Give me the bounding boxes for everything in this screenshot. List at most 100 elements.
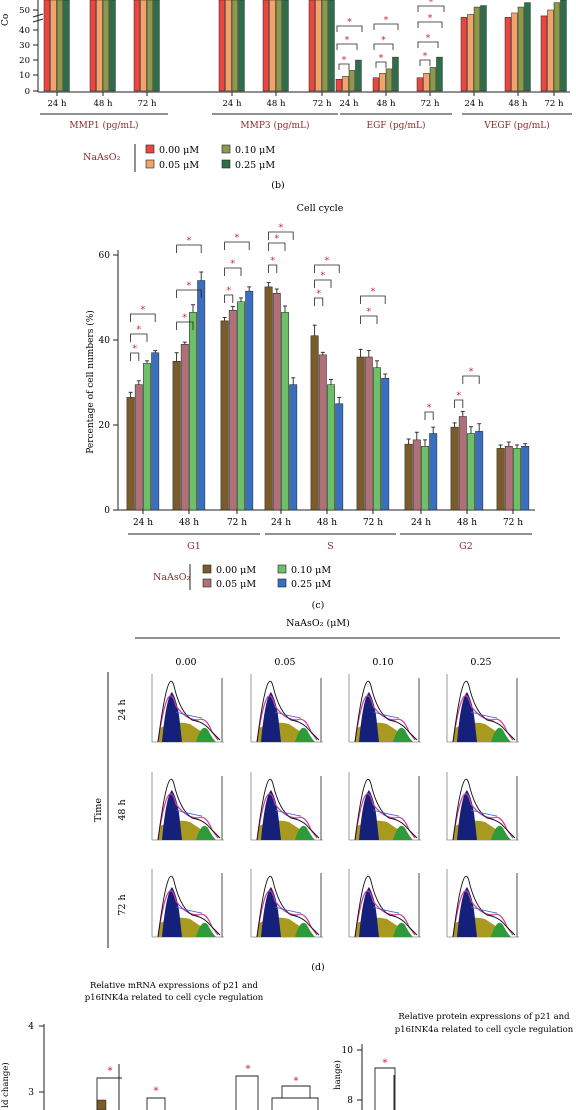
panel-d-row-label-2: 72 h bbox=[117, 894, 128, 915]
histogram-cell bbox=[343, 672, 423, 750]
panel-d-row-label-1: 48 h bbox=[117, 799, 128, 820]
histogram-fit-curve bbox=[157, 793, 219, 841]
panel-c-legend-swatch-0 bbox=[202, 564, 212, 574]
mrna-sig-bracket-c bbox=[235, 1075, 259, 1110]
panel-b-bar bbox=[43, 0, 51, 92]
histogram-g1-peak bbox=[457, 692, 477, 742]
c-sig-star: * bbox=[132, 345, 137, 355]
panel-b-bracket bbox=[417, 21, 443, 28]
panel-b-bar bbox=[511, 12, 518, 92]
c-time-label: 24 h bbox=[411, 518, 431, 528]
panel-c-legend-swatch-1 bbox=[202, 578, 212, 588]
panel-b-bar bbox=[392, 56, 399, 92]
protein-sig: * bbox=[383, 1058, 388, 1069]
c-bar bbox=[467, 433, 475, 511]
panel-b-group-labels: MMP1 (pg/mL) MMP3 (pg/mL) EGF (pg/mL) VEGF … bbox=[40, 113, 572, 131]
panel-b-sig: * bbox=[342, 56, 347, 66]
mrna-sig-bracket-d bbox=[271, 1097, 319, 1110]
panel-b-bracket bbox=[336, 43, 358, 50]
histogram-cell bbox=[343, 867, 423, 945]
histogram-overlay bbox=[175, 906, 203, 914]
c-sig-bracket bbox=[462, 375, 480, 384]
histogram-g1-peak bbox=[162, 887, 182, 937]
c-sig-bracket bbox=[454, 399, 464, 408]
c-sig-star: * bbox=[141, 306, 146, 316]
c-bar bbox=[412, 439, 421, 511]
histogram-g2-peak bbox=[196, 727, 216, 742]
c-sig-bracket bbox=[176, 321, 194, 330]
panel-b-sig: * bbox=[426, 34, 431, 44]
panel-b-ytick-label: 10 bbox=[19, 71, 30, 81]
histogram-g1-peak bbox=[261, 887, 281, 937]
panel-b-time-label: 72 h bbox=[138, 99, 158, 109]
c-bar bbox=[475, 431, 484, 511]
histogram-overlay bbox=[470, 711, 498, 719]
panel-b-axis-break bbox=[32, 13, 44, 23]
panel-d-caption: (d) bbox=[311, 962, 325, 973]
c-bar bbox=[458, 416, 467, 511]
c-ytick-label: 60 bbox=[99, 251, 111, 261]
panel-b-x-labels: 24 h 48 h 72 h 24 h 48 h 72 h 24 h 48 h 72 h 24 h… bbox=[48, 92, 564, 109]
c-bar bbox=[228, 310, 237, 511]
c-bar bbox=[364, 356, 373, 511]
mrna-tick-label-3: 3 bbox=[28, 1088, 34, 1098]
panel-b-caption: (b) bbox=[271, 180, 285, 191]
panel-b-sig: * bbox=[384, 16, 389, 26]
histogram-outline bbox=[256, 875, 320, 938]
histogram-g1-peak bbox=[162, 790, 182, 840]
mrna-title-line1: Relative mRNA expressions of p21 and bbox=[90, 981, 259, 991]
c-ytick-label: 0 bbox=[104, 506, 110, 516]
histogram-overlay bbox=[372, 809, 400, 817]
panel-c-legend-label-2: 0.10 μM bbox=[291, 565, 331, 576]
panel-b-bracket bbox=[417, 5, 445, 12]
panel-b-bar bbox=[416, 77, 424, 92]
histogram-outline bbox=[354, 778, 418, 841]
panel-b-group-label: MMP1 (pg/mL) bbox=[69, 120, 138, 131]
c-bar bbox=[237, 301, 245, 511]
histogram-outline bbox=[452, 875, 516, 938]
c-bar bbox=[289, 384, 298, 511]
c-bar bbox=[126, 397, 135, 511]
mrna-sig-bracket-b bbox=[146, 1097, 166, 1110]
histogram-g2-peak bbox=[196, 922, 216, 937]
c-time-label: 72 h bbox=[227, 518, 247, 528]
panel-d-row-axis-label: Time bbox=[93, 798, 104, 822]
c-bar bbox=[172, 361, 181, 511]
panel-c-legend-label-0: 0.00 μM bbox=[216, 565, 256, 576]
histogram-g2-peak bbox=[393, 727, 413, 742]
panel-b-bar bbox=[342, 76, 349, 92]
c-bar bbox=[356, 356, 365, 511]
panel-c-legend: NaAsO₂ 0.00 μM 0.05 μM 0.10 μM 0.25 μM bbox=[153, 564, 331, 590]
c-bar bbox=[496, 448, 505, 511]
panel-b-sig: * bbox=[428, 14, 433, 24]
c-sig-star: * bbox=[275, 235, 280, 245]
histogram-g2-peak bbox=[491, 825, 511, 840]
panel-b-bar bbox=[89, 0, 97, 92]
histogram-cell bbox=[441, 770, 521, 848]
panel-b-bar bbox=[140, 0, 147, 92]
c-sig-star: * bbox=[321, 272, 326, 282]
histogram-g2-peak bbox=[491, 727, 511, 742]
panel-b-ytick-label: 0 bbox=[25, 87, 30, 97]
mrna-sig-bracket-e bbox=[281, 1085, 311, 1098]
panel-b-bar bbox=[328, 0, 335, 92]
panel-b-time-label: 24 h bbox=[465, 99, 485, 109]
panel-d-title: NaAsO₂ (μM) bbox=[286, 618, 350, 629]
mrna-sig-a: * bbox=[108, 1066, 113, 1077]
panel-b-legend-label-1: 0.05 μM bbox=[159, 160, 199, 171]
panel-b-bar bbox=[146, 0, 154, 92]
panel-b-bar bbox=[504, 17, 512, 92]
mrna-sig-bracket-a bbox=[96, 1077, 122, 1110]
histogram-fit-curve bbox=[354, 890, 416, 938]
mrna-bar-a bbox=[96, 1099, 107, 1110]
c-sig-bracket bbox=[176, 289, 202, 298]
c-sig-star: * bbox=[235, 234, 240, 244]
c-bar bbox=[327, 384, 335, 511]
c-bar bbox=[404, 443, 413, 511]
c-sig-star: * bbox=[427, 404, 432, 414]
panel-b-bracket bbox=[417, 41, 439, 48]
c-x-labels: 24 h 48 h 72 h 24 h 48 h 72 h 24 h 48 h 72 h bbox=[133, 510, 523, 528]
panel-b-bar bbox=[560, 0, 567, 92]
histogram-g2-peak bbox=[393, 825, 413, 840]
